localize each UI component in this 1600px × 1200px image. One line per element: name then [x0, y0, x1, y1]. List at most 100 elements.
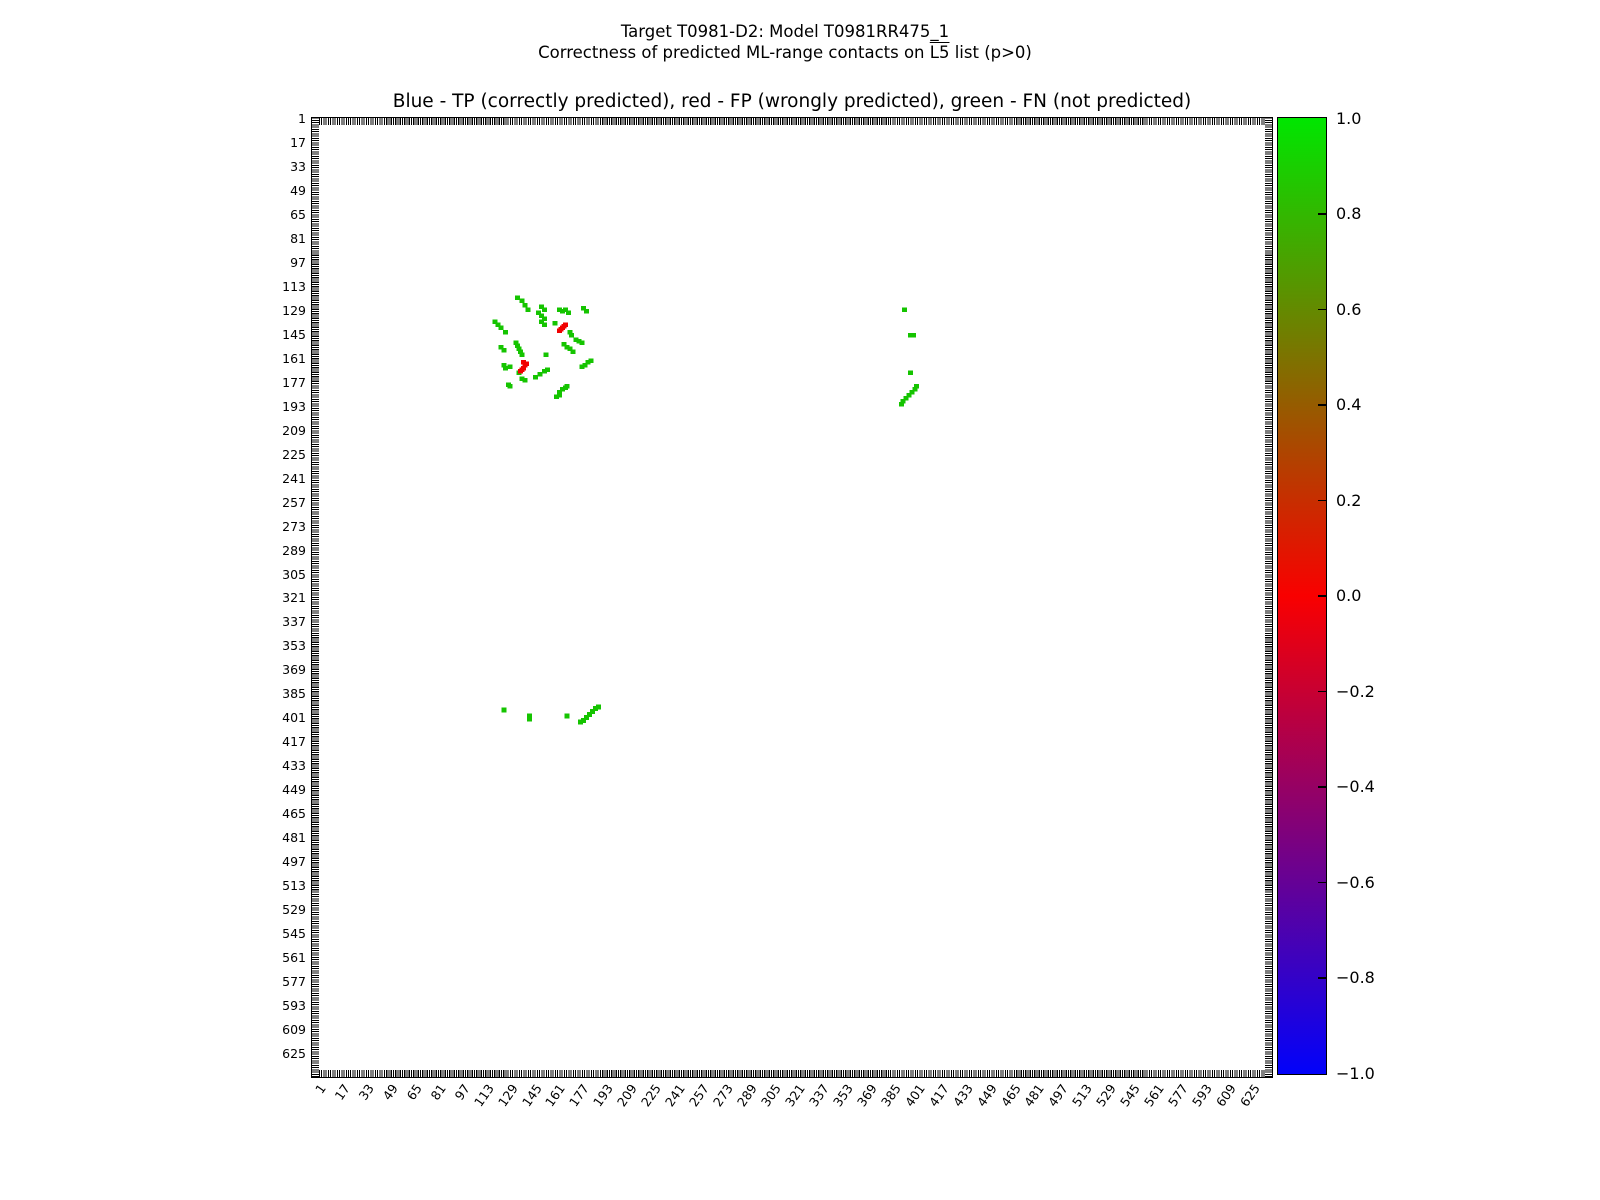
data-point: [537, 371, 543, 377]
y-tick-label: 433: [282, 758, 306, 774]
y-tick-label: 449: [282, 782, 306, 798]
data-point: [539, 313, 544, 319]
y-tick-label: 513: [282, 877, 306, 893]
data-point: [536, 310, 541, 316]
data-point: [525, 307, 531, 313]
y-tick-label: 225: [282, 446, 306, 462]
data-point: [492, 319, 498, 325]
data-point: [902, 307, 907, 313]
data-point: [564, 344, 570, 350]
data-point: [564, 383, 570, 389]
x-tick-label: 449: [973, 1081, 1000, 1110]
figure-title: Target T0981-D2: Model T0981RR475_1 Corr…: [0, 21, 1570, 63]
subtitle-overlined: L5: [929, 43, 950, 62]
data-point: [518, 349, 523, 355]
data-point: [557, 389, 562, 395]
data-point: [507, 383, 513, 389]
x-tick-label: 321: [781, 1081, 808, 1110]
x-tick-label: 353: [829, 1081, 856, 1110]
x-tick-label: 1: [312, 1081, 329, 1097]
data-point: [527, 713, 532, 719]
data-point: [533, 374, 538, 380]
x-tick-label: 545: [1117, 1081, 1144, 1110]
data-point: [561, 341, 567, 347]
y-tick-label: 161: [282, 350, 306, 366]
colorbar-tick-label: −0.8: [1336, 968, 1375, 987]
y-tick-label: 257: [282, 494, 306, 510]
data-point: [507, 364, 513, 370]
x-tick-label: 161: [542, 1081, 569, 1110]
data-point: [542, 368, 547, 374]
axis-minor-ticks-left: [312, 118, 319, 1077]
x-tick-label: 337: [805, 1081, 832, 1110]
data-point: [581, 717, 586, 723]
data-point: [596, 704, 601, 710]
data-point: [566, 310, 571, 316]
data-point: [570, 349, 576, 355]
y-tick-label: 545: [282, 925, 306, 941]
y-tick-label: 145: [282, 327, 306, 343]
data-point: [522, 302, 528, 308]
y-tick-label: 17: [290, 135, 306, 151]
colorbar-tick-label: −0.2: [1336, 681, 1375, 701]
x-tick-label: 529: [1093, 1081, 1120, 1110]
subtitle-suffix: list (p>0): [949, 43, 1032, 62]
x-tick-label: 177: [566, 1081, 593, 1110]
data-point: [914, 383, 919, 389]
y-tick-label: 321: [282, 590, 306, 606]
y-tick-label: 273: [282, 518, 306, 534]
data-point: [576, 338, 582, 344]
y-tick-label: 289: [282, 542, 306, 558]
colorbar-tick: [1317, 404, 1326, 406]
y-tick-label: 177: [282, 374, 306, 390]
colorbar-tick-label: −0.4: [1336, 777, 1375, 796]
data-point: [539, 319, 544, 325]
x-tick-label: 433: [949, 1081, 976, 1110]
y-tick-label: 97: [290, 255, 306, 271]
colorbar-tick-label: −0.6: [1336, 872, 1375, 892]
data-point: [539, 304, 544, 310]
x-tick-label: 145: [518, 1081, 545, 1110]
axis-minor-ticks-right: [1265, 118, 1272, 1077]
y-tick-label: 337: [282, 614, 306, 630]
data-point: [557, 307, 562, 313]
colorbar-tick-label: 0.2: [1336, 490, 1362, 510]
data-point: [899, 401, 904, 407]
y-tick-label: 609: [282, 1021, 306, 1037]
axes-title: Blue - TP (correctly predicted), red - F…: [392, 91, 1192, 112]
data-point: [587, 711, 592, 717]
data-point: [519, 298, 525, 304]
colorbar-tick-label: 1.0: [1336, 108, 1362, 128]
data-point: [585, 359, 591, 365]
y-tick-label: 385: [282, 686, 306, 702]
data-point: [590, 708, 595, 714]
data-point: [578, 719, 583, 725]
data-point: [503, 365, 508, 371]
data-point: [543, 352, 549, 358]
x-tick-label: 17: [331, 1081, 353, 1103]
x-tick-label: 289: [734, 1081, 760, 1110]
data-point: [515, 343, 520, 349]
data-point: [560, 386, 565, 392]
data-point: [908, 332, 913, 338]
y-tick-label: 401: [282, 710, 306, 726]
x-tick-label: 193: [590, 1081, 617, 1110]
data-point: [501, 362, 507, 368]
data-point: [524, 361, 529, 367]
scatter-layer: [492, 295, 919, 725]
data-point: [519, 352, 525, 358]
data-point: [557, 392, 562, 398]
data-point: [545, 367, 550, 373]
colorbar-tick-label: 0.8: [1336, 204, 1362, 223]
data-point: [584, 308, 589, 314]
data-point: [903, 395, 909, 401]
x-tick-label: 241: [662, 1081, 689, 1110]
figure-title-line1: Target T0981-D2: Model T0981RR475_1: [620, 22, 950, 41]
colorbar-tick: [1317, 213, 1326, 215]
data-point: [552, 320, 558, 326]
y-tick-label: 593: [282, 997, 306, 1013]
x-tick-label: 625: [1236, 1081, 1263, 1110]
data-point: [912, 386, 918, 392]
data-point: [527, 716, 532, 722]
y-tick-label: 417: [282, 734, 306, 750]
